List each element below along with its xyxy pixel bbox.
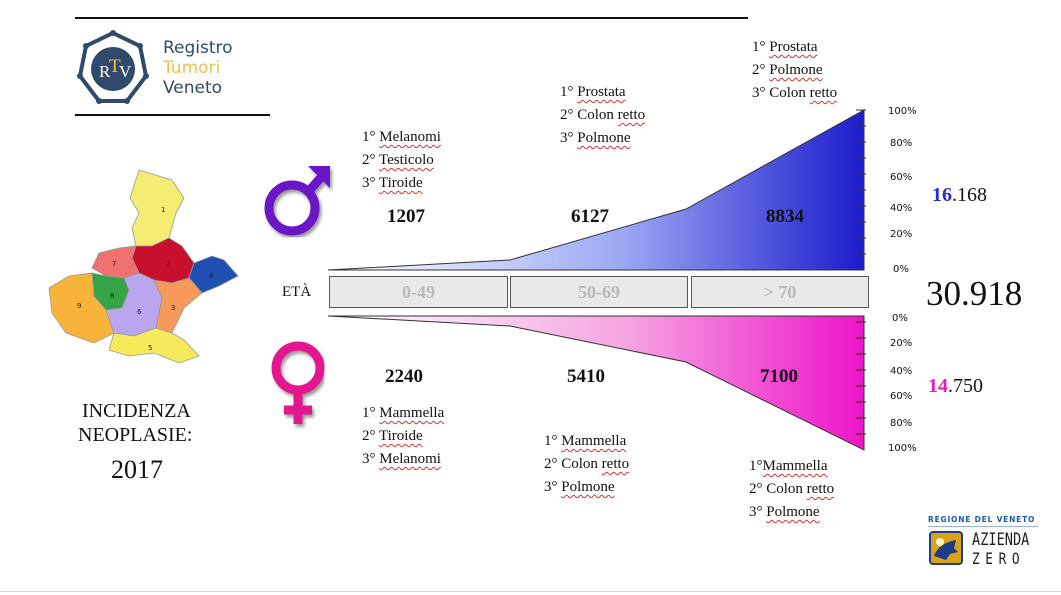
male-top-cancers-0-49: 1° Melanomi 2° Testicolo 3° Tiroide	[362, 126, 441, 195]
logo-line-tumori: Tumori	[163, 58, 221, 78]
female-funnel	[328, 315, 865, 451]
female-tick-80: 80%	[890, 418, 913, 429]
top-rule	[75, 17, 748, 19]
female-top-cancers-over-70: 1°Mammella 2° Colon retto 3° Polmone	[749, 455, 834, 524]
list-item: 2° Colon retto	[544, 456, 630, 472]
male-top-cancers-50-69: 1° Prostata 2° Colon retto 3° Polmone	[560, 81, 645, 150]
male-total: 16.168	[932, 184, 987, 207]
male-funnel	[328, 109, 865, 271]
azienda-label: AZIENDA	[972, 530, 1030, 550]
logo-line-registro: Registro	[163, 38, 233, 58]
map-label-2: 2	[166, 260, 170, 268]
logo-line-veneto: Veneto	[163, 78, 223, 98]
region-label: REGIONE DEL VENETO	[928, 515, 1036, 524]
list-item: 1° Mammella	[362, 405, 445, 421]
age-box-over-70: > 70	[691, 276, 869, 308]
footer-divider	[0, 591, 1061, 592]
male-tick-100: 100%	[888, 106, 917, 117]
male-tick-40: 40%	[890, 203, 913, 214]
female-count-over-70: 7100	[760, 366, 798, 387]
map-label-5: 5	[148, 344, 152, 352]
male-tick-20: 20%	[890, 229, 913, 240]
list-item: 3° Colon retto	[752, 85, 838, 101]
logo-underline	[75, 114, 270, 116]
male-tick-60: 60%	[890, 172, 913, 183]
list-item: 2° Colon retto	[749, 481, 835, 497]
list-item: 3° Polmone	[544, 479, 615, 495]
age-label: ETÀ	[282, 284, 312, 300]
incidence-funnel	[328, 109, 865, 451]
map-label-1: 1	[161, 206, 165, 214]
list-item: 3° Tiroide	[362, 175, 423, 191]
rtv-logo-emblem: R T V	[77, 30, 149, 104]
map-region-5	[108, 327, 200, 364]
female-tick-100: 100%	[888, 443, 917, 454]
male-top-cancers-over-70: 1° Prostata 2° Polmone 3° Colon retto	[752, 36, 837, 105]
female-count-50-69: 5410	[567, 366, 605, 387]
map-label-3: 3	[171, 304, 175, 312]
logo-letter-t: T	[109, 56, 121, 77]
male-total-thousands: 16	[932, 184, 952, 206]
list-item: 2° Tiroide	[362, 428, 423, 444]
list-item: 1° Prostata	[560, 84, 626, 100]
map-region-3	[153, 277, 203, 334]
list-item: 2° Colon retto	[560, 107, 646, 123]
logo-letter-v: V	[119, 62, 132, 81]
female-total-thousands: 14	[928, 375, 948, 397]
list-item: 3° Polmone	[560, 130, 631, 146]
logo-letter-r: R	[99, 62, 111, 81]
age-box-0-49: 0-49	[329, 276, 508, 308]
male-total-rest: .168	[952, 184, 987, 206]
list-item: 1° Mammella	[544, 433, 627, 449]
female-symbol-icon	[271, 341, 325, 424]
female-top-cancers-0-49: 1° Mammella 2° Tiroide 3° Melanomi	[362, 402, 444, 471]
list-item: 1° Prostata	[752, 39, 818, 55]
azienda-zero-emblem	[929, 531, 963, 565]
map-label-8: 8	[110, 292, 114, 300]
age-box-50-69: 50-69	[510, 276, 688, 308]
male-count-over-70: 8834	[766, 206, 804, 227]
grand-total: 30.918	[926, 274, 1023, 313]
female-count-0-49: 2240	[385, 366, 423, 387]
map-label-6: 6	[137, 308, 142, 316]
list-item: 1°Mammella	[749, 458, 828, 474]
male-symbol-icon	[264, 166, 330, 236]
male-scale	[856, 109, 866, 255]
title-year: 2017	[111, 455, 163, 484]
map-label-7: 7	[112, 260, 116, 268]
male-count-50-69: 6127	[571, 206, 609, 227]
zero-label: ZERO	[972, 549, 1026, 568]
male-tick-0: 0%	[893, 264, 909, 275]
female-top-cancers-50-69: 1° Mammella 2° Colon retto 3° Polmone	[544, 430, 629, 499]
region-label-rule	[928, 526, 1038, 527]
female-total: 14.750	[928, 375, 983, 398]
veneto-map: 1 2 3 4 5 6 7 8 9	[48, 169, 239, 364]
female-tick-40: 40%	[890, 366, 913, 377]
list-item: 3° Melanomi	[362, 451, 441, 467]
map-label-4: 4	[209, 272, 214, 280]
title-incidenza: INCIDENZA	[82, 400, 191, 422]
list-item: 1° Melanomi	[362, 129, 441, 145]
title-neoplasie: NEOPLASIE:	[78, 424, 193, 446]
female-tick-60: 60%	[890, 391, 913, 402]
female-total-rest: .750	[948, 375, 983, 397]
list-item: 2° Polmone	[752, 62, 823, 78]
female-tick-0: 0%	[892, 313, 908, 324]
female-scale	[856, 321, 866, 435]
list-item: 2° Testicolo	[362, 152, 434, 168]
map-label-9: 9	[77, 302, 81, 310]
list-item: 3° Polmone	[749, 504, 820, 520]
female-tick-20: 20%	[890, 338, 913, 349]
map-region-1	[129, 169, 185, 247]
logo-wordmark: Registro Tumori Veneto	[163, 38, 233, 98]
male-count-0-49: 1207	[387, 206, 425, 227]
male-tick-80: 80%	[890, 138, 913, 149]
